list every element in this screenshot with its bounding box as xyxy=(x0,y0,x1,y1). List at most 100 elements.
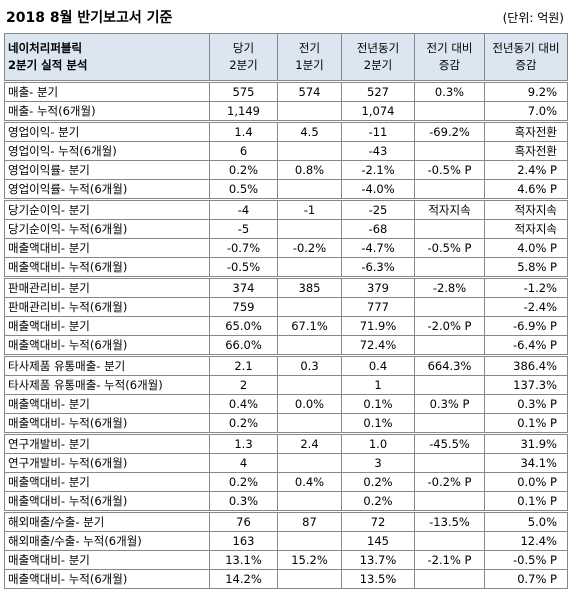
header-line: 전기 xyxy=(298,41,321,55)
cell xyxy=(277,141,342,161)
cell: 0.7% P xyxy=(484,569,568,589)
table-row: 연구개발비- 분기 1.3 2.4 1.0 -45.5% 31.9% xyxy=(4,432,568,454)
table-row: 매출액대비- 분기 0.4% 0.0% 0.1% 0.3% P 0.3% P xyxy=(4,394,568,414)
table-row: 영업이익률- 누적(6개월) 0.5% -4.0% 4.6% P xyxy=(4,179,568,200)
cell: 0.4 xyxy=(341,354,415,376)
table-row: 매출액대비- 누적(6개월) 66.0% 72.4% -6.4% P xyxy=(4,335,568,356)
table-row: 매출- 누적(6개월) 1,149 1,074 7.0% xyxy=(4,101,568,122)
cell: -13.5% xyxy=(414,510,485,532)
cell: -0.5% P xyxy=(414,238,485,258)
cell: 15.2% xyxy=(277,550,342,570)
cell: 163 xyxy=(209,531,278,551)
cell xyxy=(414,141,485,161)
row-label: 매출액대비- 분기 xyxy=(4,394,210,414)
cell: 5.0% xyxy=(484,510,568,532)
table-row: 매출- 분기 575 574 527 0.3% 9.2% xyxy=(4,80,568,102)
cell: -25 xyxy=(341,198,415,220)
cell: 31.9% xyxy=(484,432,568,454)
column-header: 당기 2분기 xyxy=(209,33,278,82)
table-row: 당기순이익- 분기 -4 -1 -25 적자지속 적자지속 xyxy=(4,198,568,220)
cell: 13.1% xyxy=(209,550,278,570)
cell: 1.0 xyxy=(341,432,415,454)
cell: -11 xyxy=(341,120,415,142)
cell: 적자지속 xyxy=(484,198,568,220)
unit: (단위: 억원) xyxy=(502,11,564,25)
cell: -6.4% P xyxy=(484,335,568,356)
cell: 1 xyxy=(341,375,415,395)
header-row: 네이처리퍼블릭 2분기 실적 분석 당기 2분기 전기 1분기 전년동기 2분기 전기 대비 증감… xyxy=(4,33,568,82)
cell: -0.5% P xyxy=(484,550,568,570)
row-label: 해외매출/수출- 누적(6개월) xyxy=(4,531,210,551)
cell: 76 xyxy=(209,510,278,532)
row-label: 매출액대비- 누적(6개월) xyxy=(4,569,210,589)
column-header: 전기 대비 증감 xyxy=(414,33,485,82)
row-label: 영업이익률- 누적(6개월) xyxy=(4,179,210,200)
table-body: 매출- 분기 575 574 527 0.3% 9.2% 매출- 누적(6개월) 1,149 1… xyxy=(4,80,568,589)
cell: 13.7% xyxy=(341,550,415,570)
cell: 0.3% P xyxy=(414,394,485,414)
cell: 385 xyxy=(277,276,342,298)
table-row: 매출액대비- 분기 0.2% 0.4% 0.2% -0.2% P 0.0% P xyxy=(4,472,568,492)
table-row: 타사제품 유통매출- 누적(6개월) 2 1 137.3% xyxy=(4,375,568,395)
row-label: 매출액대비- 분기 xyxy=(4,238,210,258)
cell xyxy=(277,297,342,317)
header-line: 전년동기 xyxy=(356,41,400,55)
row-label: 매출액대비- 누적(6개월) xyxy=(4,257,210,278)
table-row: 연구개발비- 누적(6개월) 4 3 34.1% xyxy=(4,453,568,473)
cell: 흑자전환 xyxy=(484,141,568,161)
cell xyxy=(414,531,485,551)
cell: 575 xyxy=(209,80,278,102)
row-label: 매출액대비- 누적(6개월) xyxy=(4,413,210,434)
cell xyxy=(414,335,485,356)
cell: 0.2% xyxy=(209,160,278,180)
cell xyxy=(414,219,485,239)
table-row: 해외매출/수출- 분기 76 87 72 -13.5% 5.0% xyxy=(4,510,568,532)
header: 2018 8월 반기보고서 기준 (단위: 억원) xyxy=(0,0,572,32)
header-line: 2분기 xyxy=(363,58,393,72)
cell: 574 xyxy=(277,80,342,102)
cell: -5 xyxy=(209,219,278,239)
cell: 0.2% xyxy=(209,413,278,434)
table-row: 매출액대비- 분기 -0.7% -0.2% -4.7% -0.5% P 4.0% P xyxy=(4,238,568,258)
header-line: 전년동기 대비 xyxy=(492,41,560,55)
column-header: 네이처리퍼블릭 2분기 실적 분석 xyxy=(4,33,210,82)
cell: -69.2% xyxy=(414,120,485,142)
cell: 4.5 xyxy=(277,120,342,142)
cell: 87 xyxy=(277,510,342,532)
results-table: 네이처리퍼블릭 2분기 실적 분석 당기 2분기 전기 1분기 전년동기 2분기 전기 대비 증감… xyxy=(4,33,568,589)
cell: 527 xyxy=(341,80,415,102)
row-label: 타사제품 유통매출- 누적(6개월) xyxy=(4,375,210,395)
cell: 664.3% xyxy=(414,354,485,376)
cell: -2.1% xyxy=(341,160,415,180)
cell: 4.0% P xyxy=(484,238,568,258)
cell: -45.5% xyxy=(414,432,485,454)
table-row: 매출액대비- 누적(6개월) 14.2% 13.5% 0.7% P xyxy=(4,569,568,589)
cell: 흑자전환 xyxy=(484,120,568,142)
table-row: 매출액대비- 분기 13.1% 15.2% 13.7% -2.1% P -0.5% P xyxy=(4,550,568,570)
cell xyxy=(414,257,485,278)
cell: -2.8% xyxy=(414,276,485,298)
cell: 0.3 xyxy=(277,354,342,376)
cell: 0.1% xyxy=(341,394,415,414)
cell xyxy=(277,219,342,239)
cell: 2.4% P xyxy=(484,160,568,180)
cell: -4.0% xyxy=(341,179,415,200)
title: 2018 8월 반기보고서 기준 xyxy=(6,10,173,26)
header-line: 증감 xyxy=(515,58,537,72)
header-line: 2분기 xyxy=(229,58,258,72)
cell: -1.2% xyxy=(484,276,568,298)
header-line: 증감 xyxy=(438,58,461,72)
cell xyxy=(277,413,342,434)
cell: 379 xyxy=(341,276,415,298)
cell: 0.1% P xyxy=(484,491,568,512)
row-label: 매출- 분기 xyxy=(4,80,210,102)
row-label: 연구개발비- 누적(6개월) xyxy=(4,453,210,473)
cell: 0.8% xyxy=(277,160,342,180)
cell xyxy=(414,375,485,395)
cell: 2.1 xyxy=(209,354,278,376)
cell: 374 xyxy=(209,276,278,298)
header-line: 1분기 xyxy=(295,58,324,72)
cell: 72 xyxy=(341,510,415,532)
